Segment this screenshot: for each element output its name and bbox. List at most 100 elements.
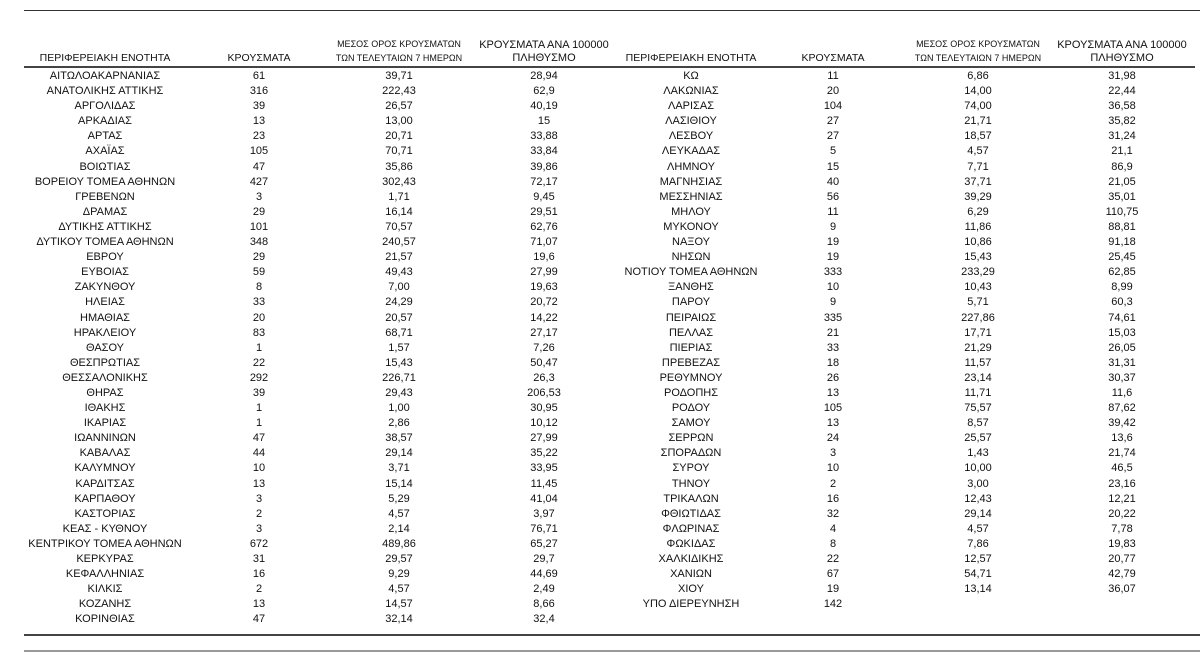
avg-7-days-cell: 37,71 (964, 175, 992, 188)
per-100k-cell: 31,98 (1108, 70, 1136, 82)
cases-cell: 104 (823, 100, 843, 113)
region-cell: ΚΕΝΤΡΙΚΟΥ ΤΟΜΕΑ ΑΘΗΝΩΝ (28, 537, 182, 550)
avg-7-days-cell: 11,86 (964, 220, 992, 233)
per-100k-cell: 33,88 (530, 130, 558, 143)
per-100k-cell: 39,42 (1108, 417, 1136, 430)
per-100k-cell: 41,04 (530, 492, 558, 505)
table-row: ΙΘΑΚΗΣ 1 1,00 30,95 (24, 401, 620, 416)
cases-cell: 105 (249, 145, 269, 158)
table-row: ΦΛΩΡΙΝΑΣ 4 4,57 7,78 (612, 522, 1195, 537)
per-100k-cell: 88,81 (1108, 220, 1136, 233)
table-row: ΜΥΚΟΝΟΥ 9 11,86 88,81 (612, 220, 1195, 235)
avg-7-days-cell: 68,71 (385, 326, 413, 339)
cases-cell: 316 (249, 85, 269, 98)
table-row: ΓΡΕΒΕΝΩΝ 3 1,71 9,45 (24, 190, 620, 205)
table-row: ΛΑΡΙΣΑΣ 104 74,00 36,58 (612, 99, 1195, 114)
table-row: ΙΚΑΡΙΑΣ 1 2,86 10,12 (24, 416, 620, 431)
region-cell: ΝΗΣΩΝ (671, 251, 711, 264)
table-row: ΖΑΚΥΝΘΟΥ 8 7,00 19,63 (24, 280, 620, 295)
avg-7-days-cell: 3,71 (388, 462, 410, 475)
region-cell: ΣΕΡΡΩΝ (668, 432, 714, 445)
table-row: ΚΑΒΑΛΑΣ 44 29,14 35,22 (24, 446, 620, 461)
avg-7-days-cell: 4,57 (388, 583, 410, 596)
per-100k-cell: 33,84 (530, 145, 558, 158)
region-cell: ΕΒΡΟΥ (86, 251, 124, 264)
cases-cell: 11 (827, 70, 839, 82)
header-rate-line1: ΚΡΟΥΣΜΑΤΑ ΑΝΑ 100000 (1057, 39, 1187, 51)
per-100k-cell: 35,22 (530, 447, 558, 460)
region-cell: ΗΜΑΘΙΑΣ (80, 311, 130, 324)
header-cases: ΚΡΟΥΣΜΑΤΑ (801, 52, 865, 64)
cases-cell: 39 (252, 100, 266, 113)
region-cell: ΛΕΥΚΑΔΑΣ (661, 145, 721, 158)
table-row: ΚΕΝΤΡΙΚΟΥ ΤΟΜΕΑ ΑΘΗΝΩΝ 672 489,86 65,27 (24, 537, 620, 552)
cases-table-left: ΠΕΡΙΦΕΡΕΙΑΚΗ ΕΝΟΤΗΤΑ ΚΡΟΥΣΜΑΤΑ ΜΕΣΟΣ ΟΡΟ… (24, 34, 620, 627)
region-cell: ΑΝΑΤΟΛΙΚΗΣ ΑΤΤΙΚΗΣ (46, 85, 164, 98)
avg-7-days-cell: 39,71 (385, 70, 413, 82)
avg-7-days-cell: 4,57 (388, 507, 410, 520)
region-cell: ΚΑΣΤΟΡΙΑΣ (74, 507, 136, 520)
cases-cell: 20 (252, 311, 266, 324)
cases-cell: 10 (826, 462, 840, 475)
region-cell: ΙΚΑΡΙΑΣ (83, 417, 127, 430)
avg-7-days-cell: 222,43 (382, 85, 416, 98)
region-cell: ΒΟΙΩΤΙΑΣ (79, 160, 131, 173)
table-row: ΜΗΛΟΥ 11 6,29 110,75 (612, 205, 1195, 220)
region-cell: ΤΡΙΚΑΛΩΝ (663, 492, 719, 505)
table-row: ΣΕΡΡΩΝ 24 25,57 13,6 (612, 431, 1195, 446)
region-cell: ΑΡΓΟΛΙΔΑΣ (74, 100, 136, 113)
per-100k-cell: 21,1 (1111, 145, 1133, 158)
cases-cell: 3 (255, 522, 263, 535)
per-100k-cell: 26,05 (1108, 341, 1136, 354)
avg-7-days-cell: 12,57 (964, 553, 992, 565)
per-100k-cell: 10,12 (530, 417, 558, 430)
table-row: ΣΥΡΟΥ 10 10,00 46,5 (612, 461, 1195, 476)
cases-cell: 26 (826, 371, 840, 384)
region-cell: ΝΟΤΙΟΥ ΤΟΜΕΑ ΑΘΗΝΩΝ (624, 266, 758, 279)
region-cell: ΚΕΦΑΛΛΗΝΙΑΣ (65, 568, 145, 581)
per-100k-cell: 206,53 (527, 386, 561, 399)
cases-cell: 13 (252, 598, 266, 611)
cases-cell: 19 (826, 251, 840, 264)
cases-cell: 3 (829, 447, 837, 460)
footer-divider (24, 650, 1200, 652)
per-100k-cell: 62,85 (1108, 266, 1136, 279)
region-cell: ΡΟΔΟΥ (671, 402, 711, 415)
avg-7-days-cell: 39,29 (964, 190, 992, 203)
region-cell: ΛΑΡΙΣΑΣ (667, 100, 714, 113)
cases-cell: 22 (826, 553, 840, 565)
cases-cell: 11 (827, 205, 839, 218)
avg-7-days-cell: 70,71 (385, 145, 413, 158)
table-row: ΚΕΡΚΥΡΑΣ 31 29,57 29,7 (24, 552, 620, 567)
region-cell: ΓΡΕΒΕΝΩΝ (75, 190, 135, 203)
per-100k-cell: 15 (537, 115, 551, 128)
table-row: ΚΑΣΤΟΡΙΑΣ 2 4,57 3,97 (24, 507, 620, 522)
cases-cell: 33 (826, 341, 840, 354)
per-100k-cell: 71,07 (530, 236, 558, 249)
per-100k-cell: 21,74 (1108, 447, 1136, 460)
region-cell: ΣΥΡΟΥ (672, 462, 710, 475)
avg-7-days-cell: 16,14 (385, 205, 413, 218)
table-row: ΞΑΝΘΗΣ 10 10,43 8,99 (612, 280, 1195, 295)
region-cell: ΠΕΛΛΑΣ (668, 326, 714, 339)
region-cell: ΝΑΞΟΥ (672, 236, 710, 249)
region-cell: ΑΙΤΩΛΟΑΚΑΡΝΑΝΙΑΣ (49, 70, 161, 82)
per-100k-cell: 28,94 (530, 70, 558, 82)
cases-cell: 2 (255, 507, 263, 520)
table-row: ΚΕΑΣ - ΚΥΘΝΟΥ 3 2,14 76,71 (24, 522, 620, 537)
per-100k-cell: 8,99 (1111, 281, 1133, 294)
cases-cell: 1 (255, 341, 263, 354)
avg-7-days-cell: 10,00 (964, 462, 992, 475)
avg-7-days-cell: 6,29 (967, 205, 989, 218)
avg-7-days-cell: 10,86 (964, 236, 992, 249)
per-100k-cell: 3,97 (533, 507, 555, 520)
region-cell: ΛΑΣΙΘΙΟΥ (665, 115, 717, 128)
avg-7-days-cell: 3,00 (967, 477, 989, 490)
per-100k-cell: 29,51 (530, 205, 558, 218)
region-cell: ΚΕΡΚΥΡΑΣ (76, 553, 134, 565)
cases-cell: 21 (826, 326, 840, 339)
region-cell: ΜΕΣΣΗΝΙΑΣ (659, 190, 723, 203)
table-row: ΒΟΡΕΙΟΥ ΤΟΜΕΑ ΑΘΗΝΩΝ 427 302,43 72,17 (24, 175, 620, 190)
avg-7-days-cell: 226,71 (382, 371, 416, 384)
per-100k-cell: 27,99 (530, 266, 558, 279)
